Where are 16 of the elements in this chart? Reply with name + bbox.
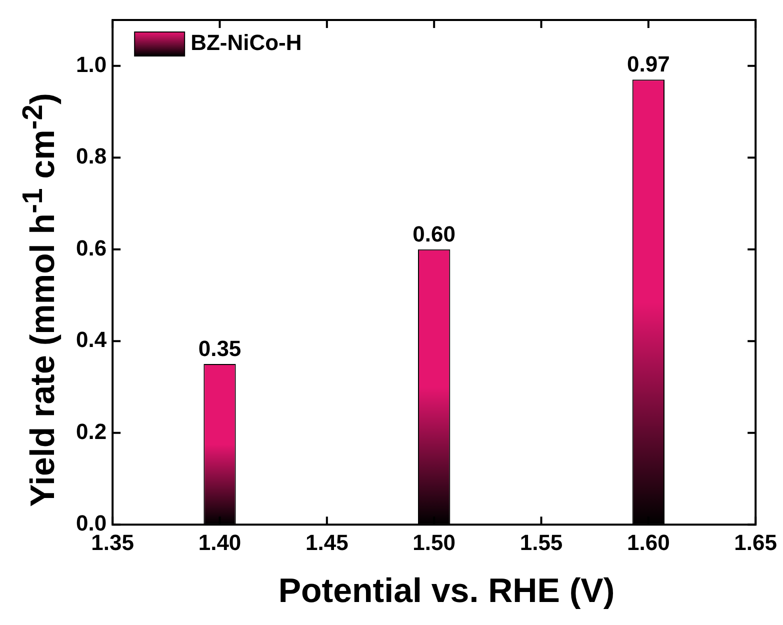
data-label: 0.35 (198, 336, 242, 362)
y-tick-label: 0.6 (76, 235, 107, 260)
y-tick-label: 0.4 (76, 327, 108, 352)
x-axis-title: Potential vs. RHE (V) (277, 572, 616, 611)
x-tick-label: 1.40 (198, 530, 242, 555)
legend-label: BZ-NiCo-H (190, 30, 302, 56)
x-tick-label: 1.55 (520, 530, 563, 555)
data-label: 0.97 (627, 52, 670, 77)
y-tick-label: 0.2 (76, 418, 107, 444)
data-label: 0.60 (412, 221, 456, 246)
y-tick-label: 0.8 (76, 144, 107, 169)
x-tick-label: 1.45 (306, 530, 348, 555)
x-tick-label: 1.65 (734, 530, 778, 555)
x-tick-label: 1.60 (627, 530, 670, 555)
y-tick-label: 1.0 (76, 52, 107, 77)
x-tick-label: 1.50 (412, 530, 456, 555)
